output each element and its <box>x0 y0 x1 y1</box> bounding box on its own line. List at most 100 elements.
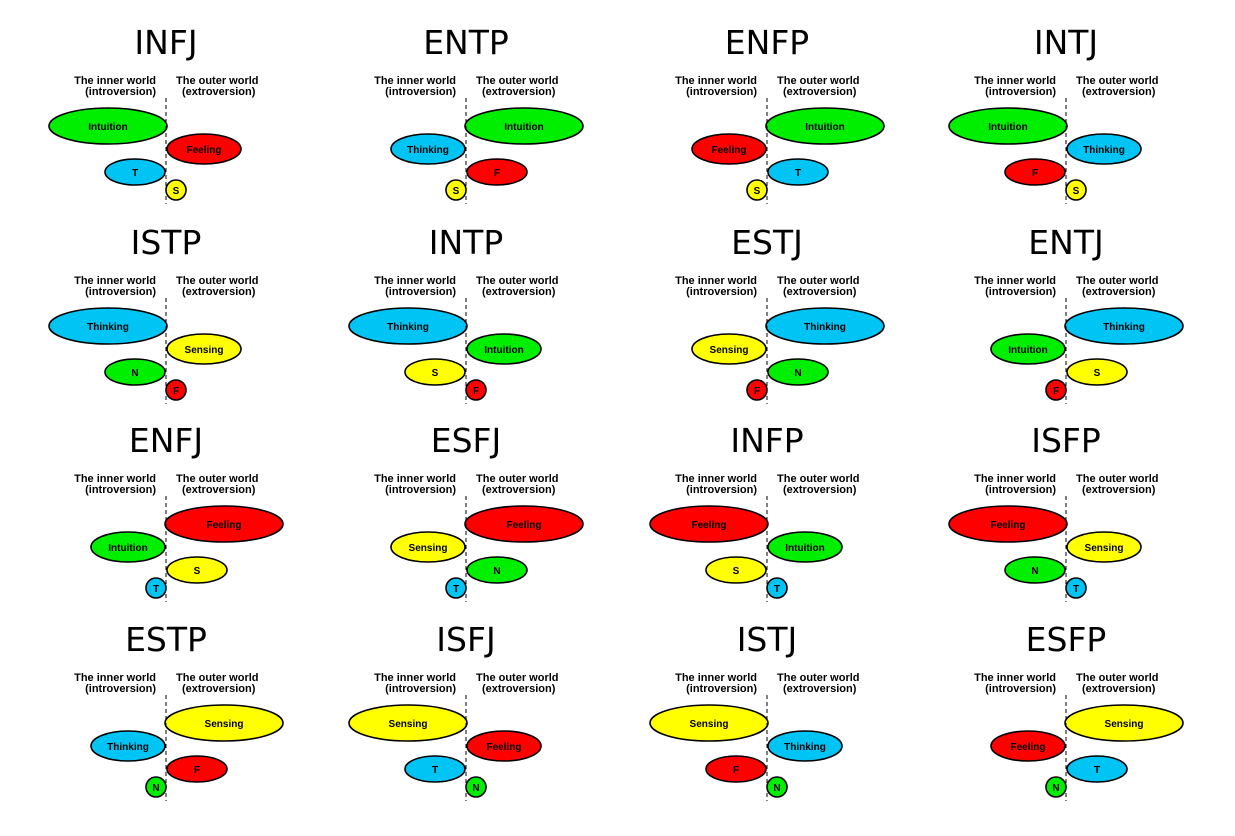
function-label: T <box>1073 584 1079 595</box>
function-label: Thinking <box>87 322 129 333</box>
function-label: N <box>794 368 801 379</box>
type-title: ESFJ <box>431 421 502 460</box>
function-label: T <box>132 168 138 179</box>
function-label: Feeling <box>486 742 521 753</box>
type-panel-estj: ESTJ The inner world(introversion) The out… <box>675 223 885 404</box>
intuition-bubble <box>767 531 843 563</box>
sensing-bubble <box>166 333 242 365</box>
extroversion-label: (extroversion) <box>482 86 556 98</box>
feeling-bubble <box>466 730 542 762</box>
outer-world-label: The outer world <box>777 75 860 87</box>
thinking-bubble <box>390 133 466 165</box>
feeling-bubble <box>948 505 1068 543</box>
function-label: S <box>453 186 460 197</box>
f-bubble <box>466 158 528 186</box>
intuition-bubble <box>990 333 1066 365</box>
intuition-bubble <box>90 531 166 563</box>
type-title: ISTJ <box>737 620 798 659</box>
outer-world-label: The outer world <box>176 275 259 287</box>
function-label: N <box>493 566 500 577</box>
type-panel-istp: ISTP The inner world(introversion) The out… <box>48 223 259 404</box>
outer-world-label: The outer world <box>176 75 259 87</box>
function-label: Sensing <box>1085 543 1124 554</box>
s-bubble <box>166 556 228 584</box>
function-label: T <box>432 765 438 776</box>
extroversion-label: (extroversion) <box>482 683 556 695</box>
type-panel-infj: INFJ The inner world(introversion) The out… <box>48 23 259 204</box>
feeling-bubble <box>166 133 242 165</box>
type-title: ENTP <box>423 23 509 62</box>
extroversion-label: (extroversion) <box>482 286 556 298</box>
t-bubble <box>1066 755 1128 783</box>
t-bubble <box>404 755 466 783</box>
thinking-bubble <box>348 307 468 345</box>
function-label: Intuition <box>108 543 147 554</box>
outer-world-label: The outer world <box>777 275 860 287</box>
function-label: Feeling <box>186 145 221 156</box>
function-label: F <box>173 386 179 397</box>
sensing-bubble <box>691 333 767 365</box>
introversion-label: (introversion) <box>85 86 156 98</box>
function-label: Sensing <box>185 345 224 356</box>
extroversion-label: (extroversion) <box>783 484 857 496</box>
function-label: Sensing <box>710 345 749 356</box>
thinking-bubble <box>1064 307 1184 345</box>
sensing-bubble <box>649 704 769 742</box>
function-label: F <box>194 765 200 776</box>
function-label: Thinking <box>387 322 429 333</box>
s-bubble <box>705 556 767 584</box>
type-title: ISFP <box>1031 421 1101 460</box>
function-label: Intuition <box>785 543 824 554</box>
feeling-bubble <box>990 730 1066 762</box>
function-label: Feeling <box>990 520 1025 531</box>
introversion-label: (introversion) <box>985 286 1056 298</box>
function-label: T <box>453 584 459 595</box>
inner-world-label: The inner world <box>74 275 156 287</box>
introversion-label: (introversion) <box>385 683 456 695</box>
inner-world-label: The inner world <box>974 473 1056 485</box>
introversion-label: (introversion) <box>85 683 156 695</box>
extroversion-label: (extroversion) <box>182 484 256 496</box>
function-label: T <box>1094 765 1100 776</box>
inner-world-label: The inner world <box>675 275 757 287</box>
function-label: F <box>754 386 760 397</box>
function-label: Feeling <box>506 520 541 531</box>
function-label: N <box>472 783 479 794</box>
sensing-bubble <box>348 704 468 742</box>
function-label: S <box>432 368 439 379</box>
outer-world-label: The outer world <box>1076 473 1159 485</box>
function-label: S <box>1073 186 1080 197</box>
outer-world-label: The outer world <box>176 672 259 684</box>
n-bubble <box>104 358 166 386</box>
function-label: Feeling <box>691 520 726 531</box>
f-bubble <box>705 755 767 783</box>
function-label: Sensing <box>205 719 244 730</box>
type-panel-esfp: ESFP The inner world(introversion) The out… <box>974 620 1184 801</box>
intuition-bubble <box>48 107 168 145</box>
type-title: INFJ <box>134 23 197 62</box>
t-bubble <box>767 158 829 186</box>
function-label: F <box>473 386 479 397</box>
s-bubble <box>404 358 466 386</box>
type-title: ENFJ <box>129 421 203 460</box>
outer-world-label: The outer world <box>476 75 559 87</box>
function-label: F <box>1053 386 1059 397</box>
type-panel-isfj: ISFJ The inner world(introversion) The out… <box>348 620 559 801</box>
intuition-bubble <box>466 333 542 365</box>
function-label: S <box>194 566 201 577</box>
introversion-label: (introversion) <box>85 286 156 298</box>
intuition-bubble <box>948 107 1068 145</box>
introversion-label: (introversion) <box>686 683 757 695</box>
t-bubble <box>104 158 166 186</box>
function-label: F <box>1032 168 1038 179</box>
outer-world-label: The outer world <box>476 275 559 287</box>
function-label: N <box>152 783 159 794</box>
function-label: T <box>795 168 801 179</box>
feeling-bubble <box>464 505 584 543</box>
function-label: N <box>131 368 138 379</box>
extroversion-label: (extroversion) <box>182 286 256 298</box>
introversion-label: (introversion) <box>985 484 1056 496</box>
function-label: Thinking <box>1103 322 1145 333</box>
type-panel-intp: INTP The inner world(introversion) The out… <box>348 223 559 404</box>
